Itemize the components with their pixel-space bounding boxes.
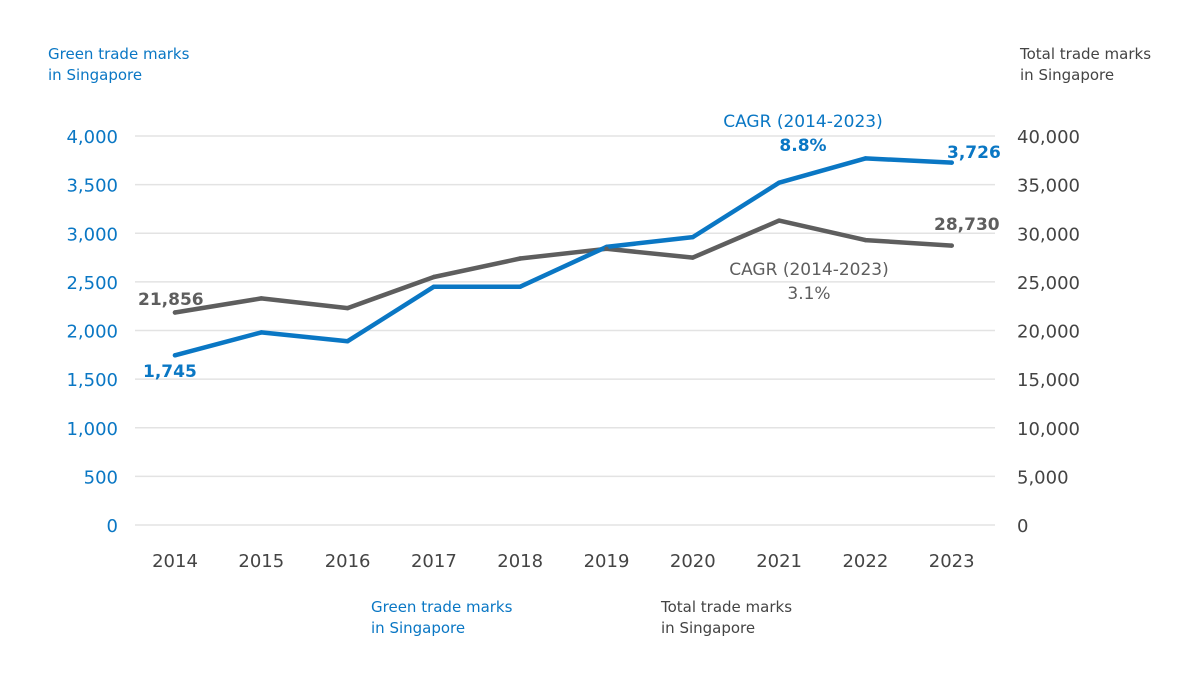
right-axis-title-line-1: Total trade marks [1019,45,1151,63]
left-tick-label: 4,000 [66,127,118,148]
x-tick-label: 2017 [411,551,457,572]
green-end-label: 3,726 [947,143,1001,163]
data-point-green [776,180,782,185]
data-point-green [949,160,954,165]
left-tick-label: 1,000 [66,419,118,440]
series-points [172,156,954,358]
green-cagr-value: 8.8% [779,136,826,156]
series-line-green [172,156,954,358]
data-point-total [345,305,350,311]
total-cagr-value: 3.1% [787,284,830,304]
data-point-total [949,243,954,248]
right-axis-title: Total trade marks in Singapore [1019,45,1156,84]
right-tick-label: 40,000 [1017,127,1080,148]
legend-item-total-line-1: Total trade marks [660,598,792,616]
data-point-green [518,284,523,289]
data-point-total [863,237,868,243]
series-line-total [172,218,954,315]
left-axis-title-line-2: in Singapore [48,66,142,84]
x-tick-label: 2018 [497,551,543,572]
data-point-total [690,255,695,260]
x-tick-label: 2021 [756,551,802,572]
data-point-total [776,218,782,223]
data-point-total [518,256,523,261]
total-end-label: 28,730 [934,215,1000,235]
grid-lines [135,135,995,526]
left-axis-ticks: 0 500 1,000 1,500 2,000 2,500 3,000 3,500 4,000 [66,127,118,537]
right-tick-label: 15,000 [1017,370,1080,391]
data-point-total [604,246,609,251]
data-point-green [863,156,868,161]
x-tick-label: 2014 [152,551,198,572]
green-cagr-title: CAGR (2014-2023) [723,112,883,132]
left-axis-title-line-1: Green trade marks [48,45,190,63]
left-tick-label: 3,500 [66,176,118,197]
right-tick-label: 0 [1017,516,1028,537]
left-tick-label: 1,500 [66,370,118,391]
right-tick-label: 10,000 [1017,419,1080,440]
right-tick-label: 25,000 [1017,273,1080,294]
legend-item-green-line-1: Green trade marks [371,598,513,616]
x-tick-label: 2023 [929,551,975,572]
x-tick-label: 2022 [842,551,888,572]
right-tick-label: 30,000 [1017,224,1080,245]
left-tick-label: 2,000 [66,322,118,343]
left-tick-label: 500 [84,467,118,488]
green-start-label: 1,745 [143,362,197,382]
total-cagr-title: CAGR (2014-2023) [729,260,889,280]
left-axis-title: Green trade marks in Singapore [48,45,194,84]
data-point-total [172,310,178,315]
right-axis-ticks: 0 5,000 10,000 15,000 20,000 25,000 30,000 35,0… [1017,127,1080,537]
data-point-green [259,330,264,335]
x-tick-label: 2020 [670,551,716,572]
right-tick-label: 20,000 [1017,322,1080,343]
right-tick-label: 35,000 [1017,176,1080,197]
data-point-green [431,284,437,289]
legend-item-green-line-2: in Singapore [371,619,465,637]
legend-item-total: Total trade marks in Singapore [660,598,797,637]
legend-item-green: Green trade marks in Singapore [371,598,517,637]
x-tick-label: 2019 [584,551,630,572]
left-tick-label: 2,500 [66,273,118,294]
x-axis-ticks: 2014 2015 2016 2017 2018 2019 2020 2021 2022 2023 [152,551,975,572]
data-point-green [690,234,695,240]
legend-item-total-line-2: in Singapore [661,619,755,637]
data-point-green [172,353,178,358]
x-tick-label: 2015 [238,551,284,572]
x-tick-label: 2016 [325,551,371,572]
left-tick-label: 3,000 [66,224,118,245]
data-point-green [345,339,350,344]
right-tick-label: 5,000 [1017,467,1069,488]
total-start-label: 21,856 [138,290,204,310]
data-point-total [259,296,264,301]
left-tick-label: 0 [107,516,118,537]
data-point-total [431,274,437,280]
right-axis-title-line-2: in Singapore [1020,66,1114,84]
